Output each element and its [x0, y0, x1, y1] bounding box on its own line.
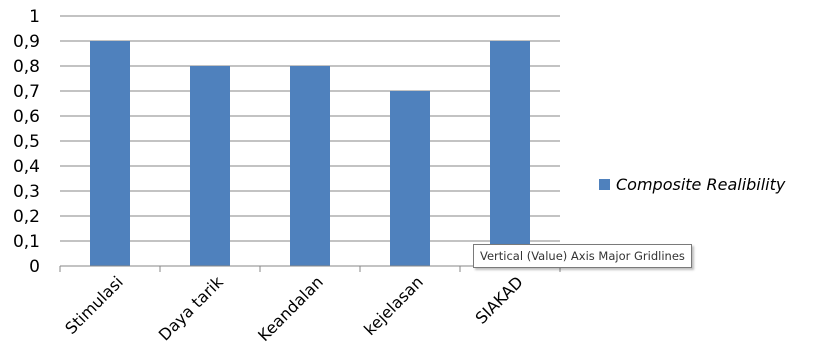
y-tick-label: 0,2 [13, 207, 40, 227]
y-tick-label: 0 [29, 257, 40, 277]
x-category-label: Daya tarik [155, 272, 228, 345]
x-category-label: Keandalan [254, 272, 327, 345]
y-tick-label: 1 [29, 7, 40, 27]
legend: Composite Realibility [599, 175, 786, 194]
y-tick-label: 0,4 [13, 157, 40, 177]
legend-label: Composite Realibility [616, 175, 786, 194]
bar [390, 91, 430, 266]
y-tick-label: 0,7 [13, 82, 40, 102]
bars [90, 41, 530, 266]
tooltip: Vertical (Value) Axis Major Gridlines [473, 244, 692, 268]
bar [190, 66, 230, 266]
x-category-label: Stimulasi [61, 272, 127, 338]
y-tick-label: 0,5 [13, 132, 40, 152]
legend-swatch [599, 179, 610, 190]
bar [90, 41, 130, 266]
bar [290, 66, 330, 266]
y-tick-label: 0,3 [13, 182, 40, 202]
x-axis-labels: Stimulasi Daya tarik Keandalan kejelasan SIA… [61, 272, 527, 345]
y-tick-label: 0,1 [13, 232, 40, 252]
x-category-label: SIAKAD [471, 272, 526, 327]
y-axis-labels: 0 0,1 0,2 0,3 0,4 0,5 0,6 0,7 0,8 0,9 1 [13, 7, 40, 277]
y-tick-label: 0,8 [13, 57, 40, 77]
y-tick-label: 0,9 [13, 32, 40, 52]
x-category-label: kejelasan [360, 272, 427, 339]
y-tick-label: 0,6 [13, 107, 40, 127]
bar [490, 41, 530, 266]
